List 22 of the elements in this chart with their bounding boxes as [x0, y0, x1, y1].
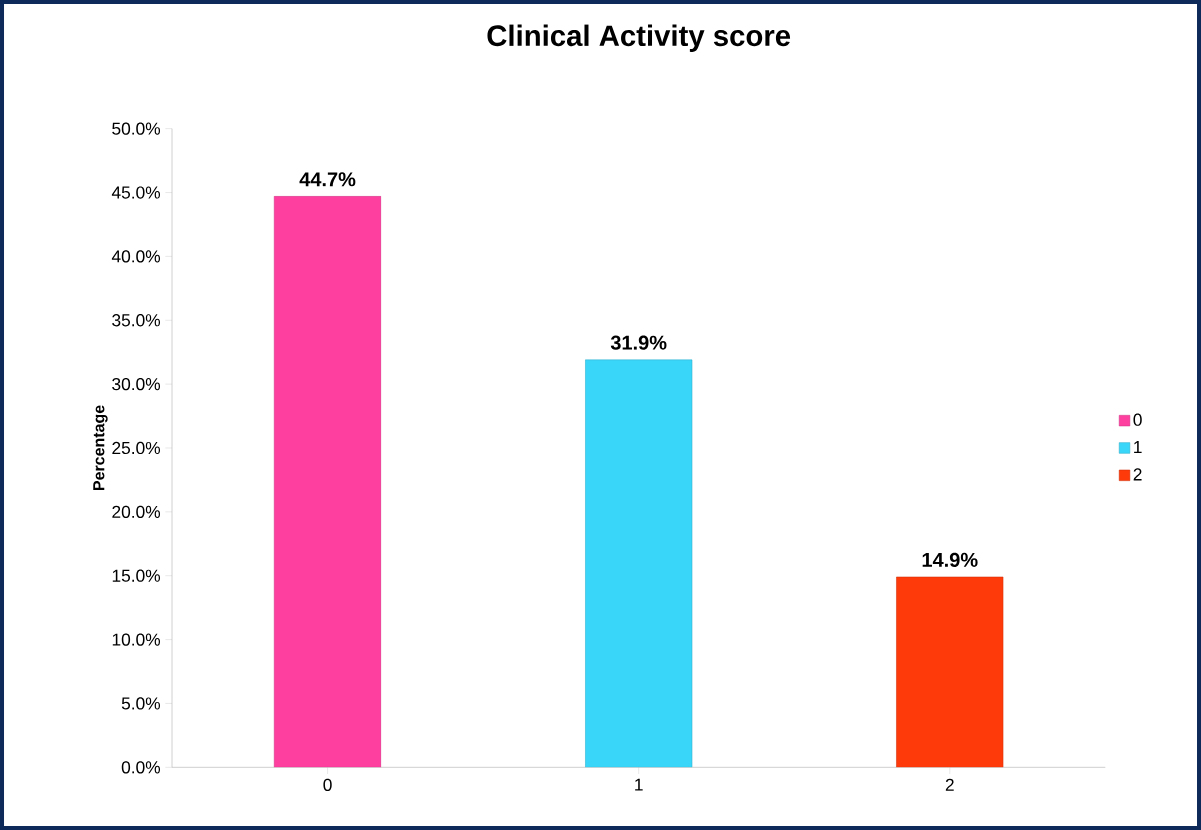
- y-tick-label: 50.0%: [112, 122, 161, 135]
- y-tick-label: 20.0%: [112, 505, 161, 518]
- chart-title: Clinical Activity score: [487, 24, 791, 52]
- legend-label: 2: [1133, 468, 1142, 481]
- legend-label: 1: [1134, 441, 1142, 453]
- legend-label: 0: [1133, 413, 1142, 426]
- data-label: 14.9%: [922, 552, 978, 567]
- y-tick-label: 45.0%: [111, 186, 161, 199]
- y-tick-label: 25.0%: [112, 441, 161, 455]
- x-tick-label: 1: [635, 778, 643, 791]
- y-axis-title: Percentage: [93, 405, 108, 491]
- y-tick-label: 10.0%: [112, 633, 161, 646]
- data-label: 31.9%: [610, 335, 667, 350]
- y-tick-label: 5.0%: [121, 697, 161, 710]
- y-tick-label: 35.0%: [112, 314, 161, 327]
- y-tick-label: 40.0%: [111, 250, 161, 263]
- y-tick-label: 0.0%: [121, 761, 161, 774]
- x-tick-label: 2: [945, 778, 954, 791]
- y-tick-label: 15.0%: [112, 569, 161, 582]
- data-label: 44.7%: [299, 172, 356, 187]
- y-tick-label: 30.0%: [112, 377, 161, 391]
- x-tick-label: 0: [323, 778, 332, 791]
